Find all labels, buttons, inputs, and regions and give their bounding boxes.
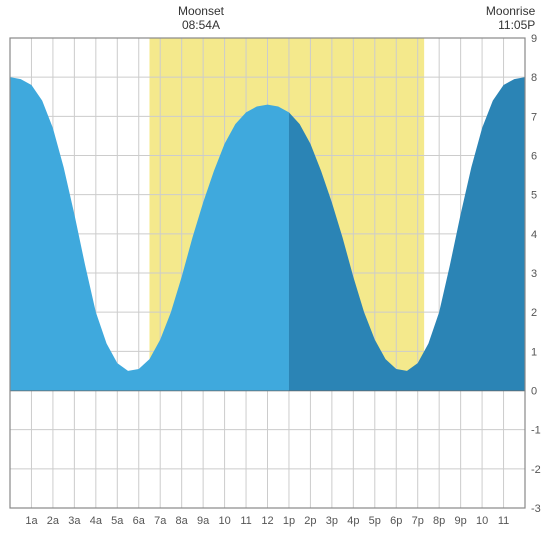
- y-tick-label: 0: [531, 386, 537, 398]
- x-tick-label: 2p: [304, 515, 316, 527]
- y-tick-label: 3: [531, 268, 537, 280]
- x-tick-label: 2a: [47, 515, 60, 527]
- tide-chart: -3-2-101234567891a2a3a4a5a6a7a8a9a101112…: [0, 0, 550, 550]
- x-tick-label: 11: [498, 515, 509, 527]
- x-tick-label: 8p: [433, 515, 445, 527]
- x-tick-label: 3a: [68, 515, 81, 527]
- x-tick-label: 10: [476, 515, 488, 527]
- x-tick-label: 12: [261, 515, 273, 527]
- x-tick-label: 8a: [176, 515, 189, 527]
- y-tick-label: -2: [531, 464, 541, 476]
- x-tick-label: 9p: [455, 515, 467, 527]
- x-tick-label: 4a: [90, 515, 103, 527]
- y-tick-label: 9: [531, 33, 537, 45]
- x-tick-label: 10: [218, 515, 230, 527]
- x-tick-label: 7p: [412, 515, 424, 527]
- x-tick-label: 6p: [390, 515, 402, 527]
- moonrise-label: Moonrise 11:05P: [475, 4, 535, 33]
- x-tick-label: 4p: [347, 515, 359, 527]
- moonset-text: Moonset: [178, 4, 224, 18]
- y-tick-label: 8: [531, 72, 537, 84]
- tide-chart-container: Moonset 08:54A Moonrise 11:05P -3-2-1012…: [0, 0, 550, 550]
- moonset-label: Moonset 08:54A: [171, 4, 231, 33]
- x-tick-label: 7a: [154, 515, 167, 527]
- x-tick-label: 3p: [326, 515, 338, 527]
- y-tick-label: -1: [531, 425, 541, 437]
- moonset-time: 08:54A: [182, 18, 220, 32]
- x-tick-label: 1p: [283, 515, 295, 527]
- y-tick-label: 4: [531, 229, 537, 241]
- x-tick-label: 9a: [197, 515, 210, 527]
- moonrise-text: Moonrise: [486, 4, 535, 18]
- moonrise-time: 11:05P: [498, 18, 535, 32]
- x-tick-label: 6a: [133, 515, 146, 527]
- x-tick-label: 1a: [25, 515, 38, 527]
- y-tick-label: 2: [531, 307, 537, 319]
- y-tick-label: 1: [531, 346, 537, 358]
- y-tick-label: 6: [531, 151, 537, 163]
- y-tick-label: 5: [531, 190, 537, 202]
- y-tick-label: -3: [531, 503, 541, 515]
- x-tick-label: 5p: [369, 515, 381, 527]
- x-tick-label: 11: [240, 515, 251, 527]
- y-tick-label: 7: [531, 111, 537, 123]
- x-tick-label: 5a: [111, 515, 124, 527]
